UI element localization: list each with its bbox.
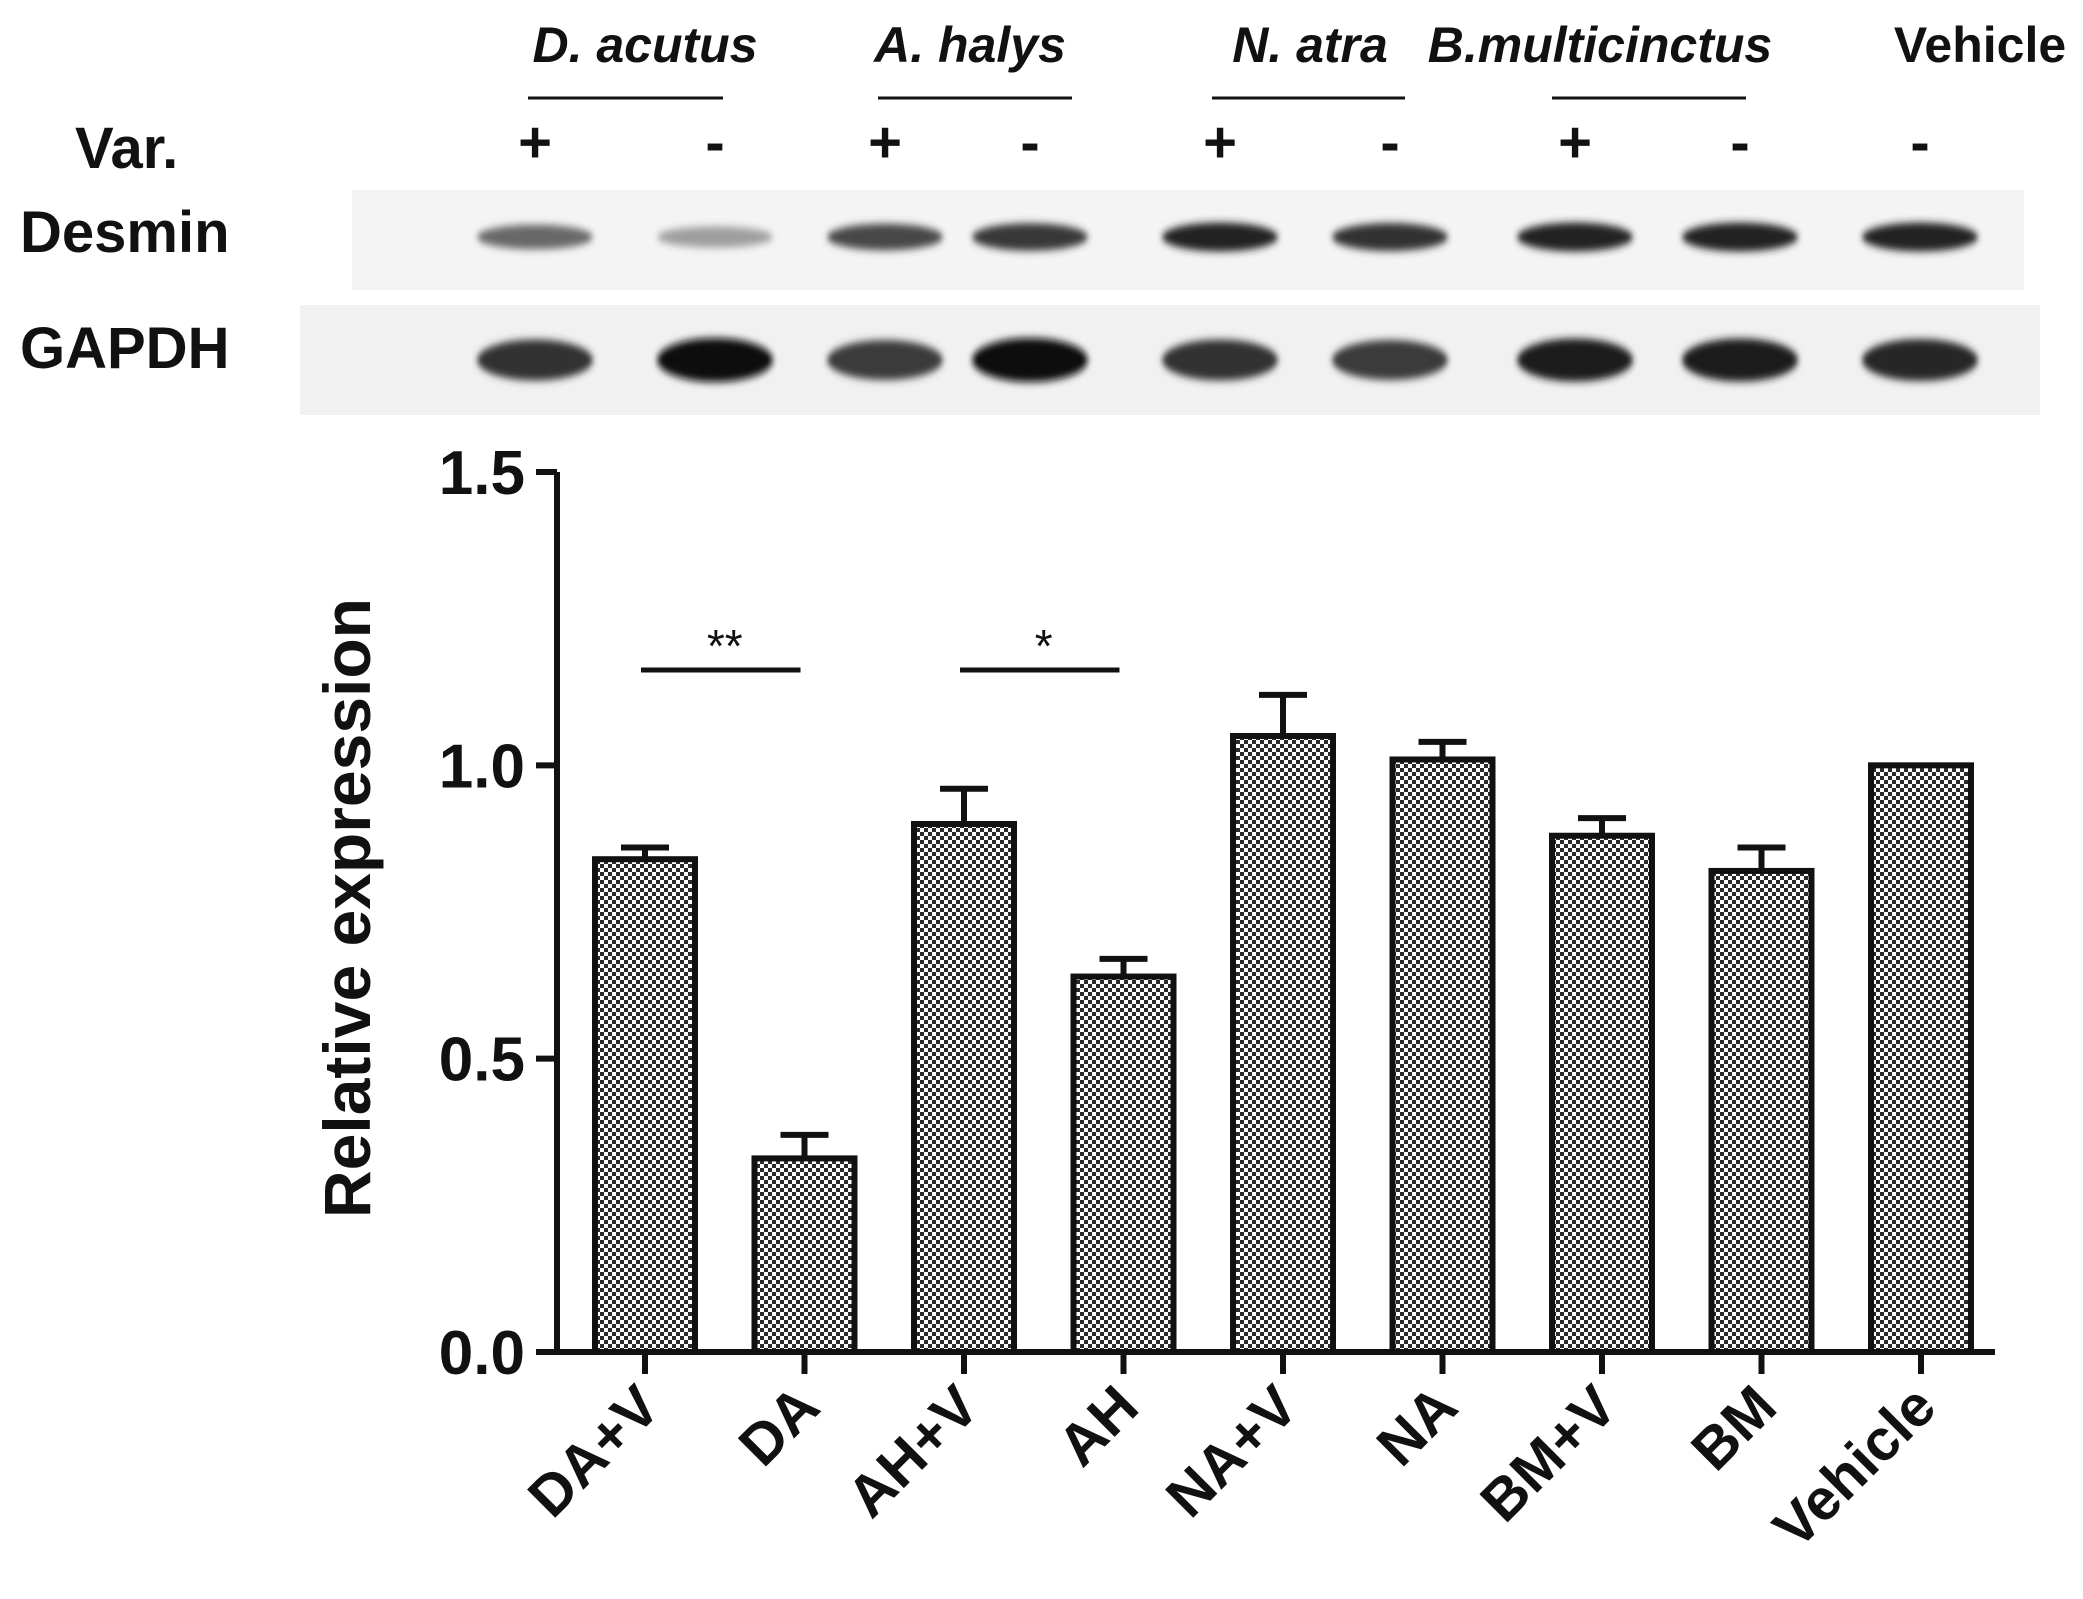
var-row-label: Var. (75, 116, 178, 181)
var-sign: + (868, 110, 902, 175)
blot-band (477, 339, 593, 381)
blot-band (972, 338, 1088, 382)
var-sign: - (705, 110, 724, 175)
bar (751, 1155, 858, 1356)
significance-label: * (1035, 620, 1053, 672)
blot-band (827, 339, 943, 381)
x-category-label: Vehicle (1761, 1373, 1948, 1560)
x-category-label: DA (726, 1373, 831, 1478)
blot-band (657, 338, 773, 382)
x-category-label: BM+V (1468, 1373, 1629, 1534)
y-axis-label: Relative expression (310, 598, 384, 1218)
bar (592, 856, 698, 1355)
blot-group-label: D. acutus (532, 17, 757, 73)
blot-band (1332, 223, 1448, 251)
blot-group-headers: D. acutus A. halys N. atra B.multicinctus Ve… (528, 17, 2066, 100)
bar (911, 821, 1017, 1355)
desmin-bands (477, 222, 1978, 252)
var-sign: + (1203, 110, 1237, 175)
bar (1070, 973, 1177, 1355)
bar (1708, 867, 1815, 1356)
gapdh-row-label: GAPDH (20, 316, 229, 381)
y-tick-label: 0.0 (439, 1319, 525, 1388)
blot-group-label: Vehicle (1894, 17, 2066, 73)
bar (1230, 733, 1336, 1355)
x-category-label: BM (1679, 1373, 1789, 1483)
gapdh-bands (477, 338, 1978, 382)
x-category-label: AH (1045, 1373, 1150, 1478)
blot-band (1682, 222, 1798, 252)
blot-band (1517, 222, 1633, 252)
bar (1549, 832, 1655, 1355)
blot-group-label: B.multicinctus (1428, 17, 1772, 73)
blot-group-label: N. atra (1232, 17, 1388, 73)
var-sign: - (1730, 110, 1749, 175)
bars (592, 733, 1974, 1356)
significance-label: ** (707, 620, 743, 672)
blot-band (1332, 339, 1448, 381)
y-tick-label: 0.5 (439, 1026, 525, 1095)
blot-band (1682, 338, 1798, 382)
significance-markers: ** * (641, 620, 1120, 673)
blot-group-label: A. halys (872, 17, 1066, 73)
blot-band (477, 224, 593, 250)
bar (1389, 756, 1496, 1355)
var-sign-row: + - + - + - + - - (518, 110, 1930, 175)
y-tick-label: 1.5 (439, 439, 525, 508)
error-bars (621, 691, 1786, 1159)
blot-band (972, 223, 1088, 251)
y-tick-label: 1.0 (439, 732, 525, 801)
var-sign: - (1380, 110, 1399, 175)
blot-band (1862, 222, 1978, 252)
blot-band (1162, 339, 1278, 381)
var-sign: + (518, 110, 552, 175)
var-sign: - (1020, 110, 1039, 175)
x-category-label: NA+V (1154, 1373, 1311, 1530)
blot-band (1517, 338, 1633, 382)
blot-band (1862, 338, 1978, 382)
desmin-row-label: Desmin (20, 200, 230, 265)
blot-band (827, 223, 943, 251)
bar (1868, 762, 1974, 1355)
blot-band (1162, 222, 1278, 252)
blot-band (657, 226, 773, 248)
var-sign: + (1558, 110, 1592, 175)
x-category-label: DA+V (516, 1373, 673, 1530)
x-category-label: AH+V (835, 1373, 992, 1530)
var-sign: - (1910, 110, 1929, 175)
x-category-label: NA (1364, 1373, 1469, 1478)
y-axis-ticks: 0.0 0.5 1.0 1.5 (439, 439, 557, 1388)
